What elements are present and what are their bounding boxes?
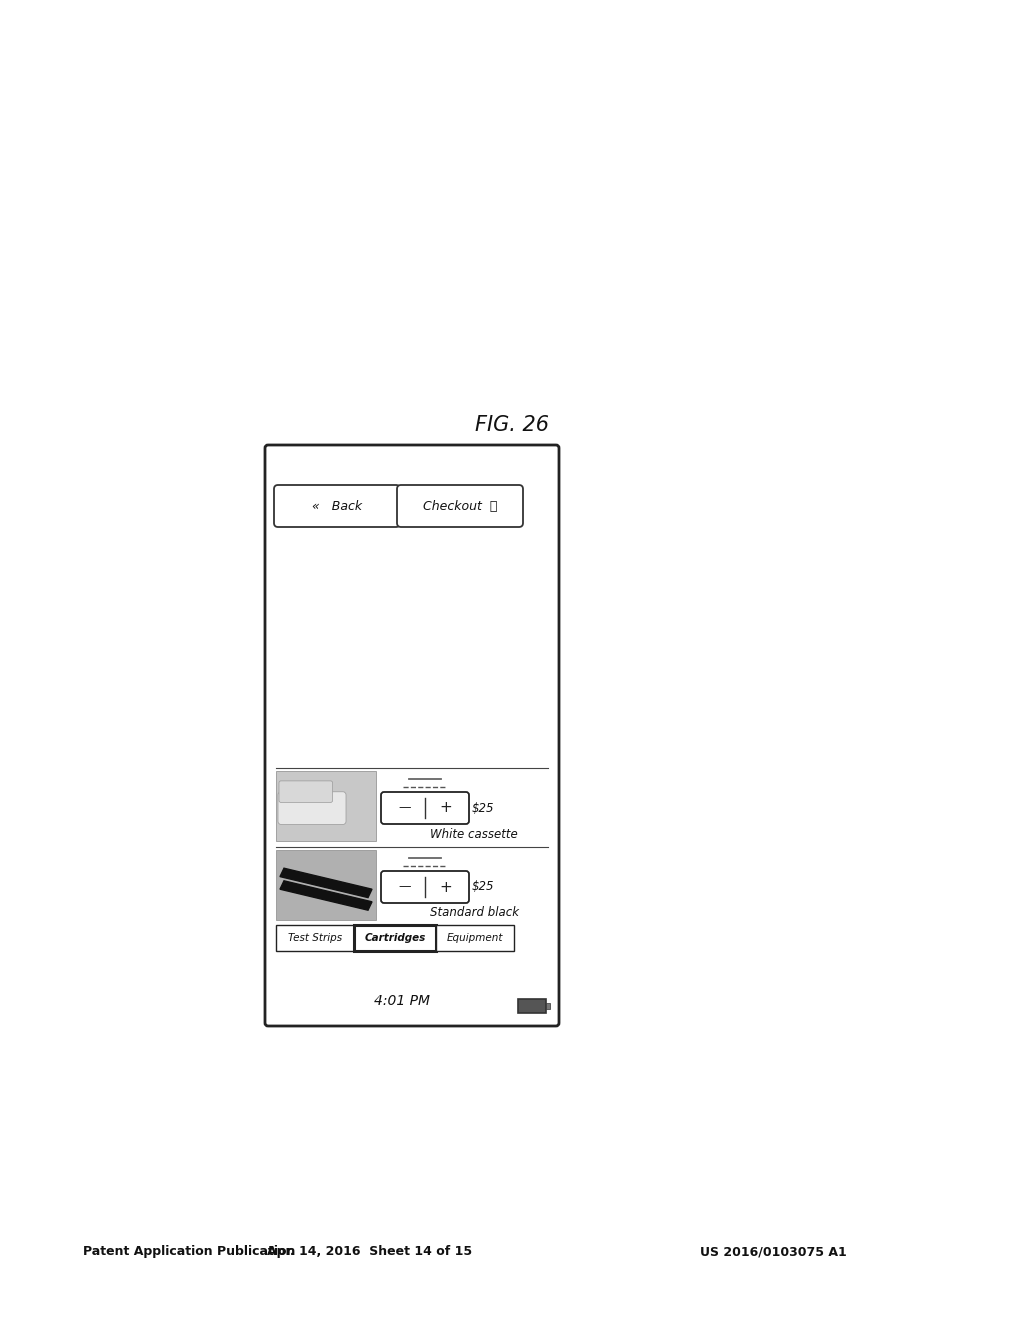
- FancyBboxPatch shape: [381, 871, 469, 903]
- FancyBboxPatch shape: [397, 484, 523, 527]
- Bar: [436, 925, 514, 950]
- Bar: [276, 925, 354, 950]
- Text: —: —: [398, 801, 411, 814]
- Text: 4:01 PM: 4:01 PM: [374, 994, 430, 1008]
- Text: White cassette: White cassette: [430, 828, 518, 841]
- Bar: [546, 1003, 550, 1008]
- Text: Cartridges: Cartridges: [365, 933, 426, 942]
- Bar: [518, 999, 546, 1012]
- FancyBboxPatch shape: [381, 792, 469, 824]
- Text: Apr. 14, 2016  Sheet 14 of 15: Apr. 14, 2016 Sheet 14 of 15: [267, 1246, 472, 1258]
- Text: «   Back: « Back: [312, 499, 362, 512]
- Text: Test Strips: Test Strips: [288, 933, 342, 942]
- Text: —: —: [398, 880, 411, 894]
- Text: Equipment: Equipment: [446, 933, 503, 942]
- Polygon shape: [280, 880, 372, 911]
- Text: Checkout  ⚿: Checkout ⚿: [423, 499, 498, 512]
- Text: FIG. 26: FIG. 26: [475, 414, 549, 436]
- FancyBboxPatch shape: [279, 781, 333, 803]
- FancyBboxPatch shape: [278, 792, 346, 825]
- Text: +: +: [439, 879, 452, 895]
- Polygon shape: [280, 869, 372, 898]
- Text: $25: $25: [472, 880, 495, 894]
- FancyBboxPatch shape: [265, 445, 559, 1026]
- Text: $25: $25: [472, 801, 495, 814]
- Text: Standard black: Standard black: [430, 907, 519, 920]
- Text: US 2016/0103075 A1: US 2016/0103075 A1: [700, 1246, 847, 1258]
- FancyBboxPatch shape: [274, 484, 400, 527]
- Bar: [276, 771, 376, 841]
- Text: +: +: [439, 800, 452, 816]
- Bar: [354, 925, 436, 950]
- Text: Patent Application Publication: Patent Application Publication: [83, 1246, 295, 1258]
- Bar: [276, 850, 376, 920]
